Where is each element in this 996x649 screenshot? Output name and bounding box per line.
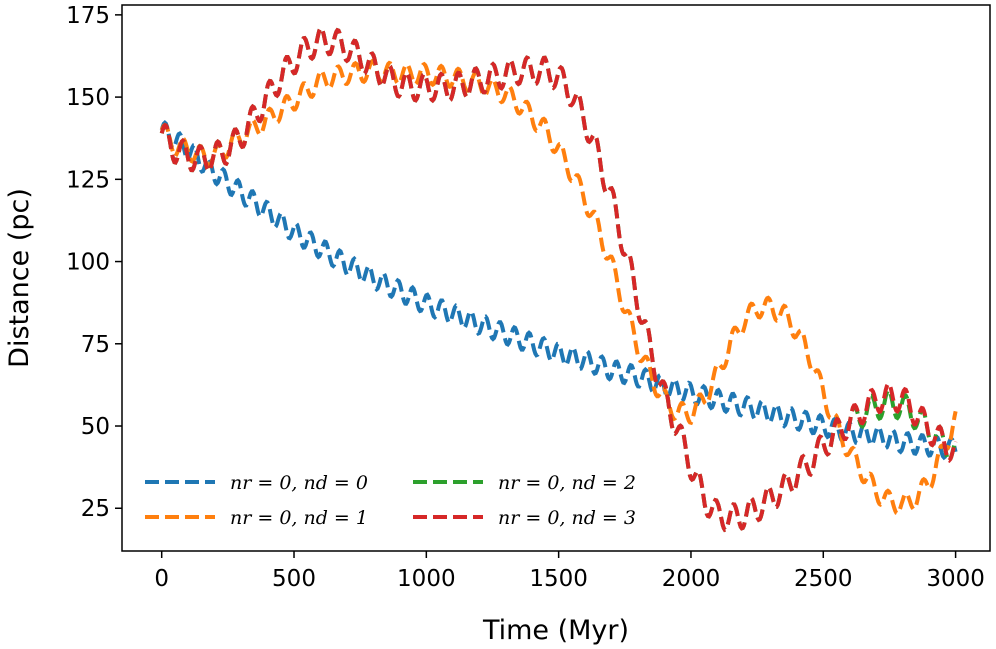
- y-tick-label: 150: [66, 85, 110, 111]
- legend-item-1: nr = 0, nd = 1: [145, 507, 368, 529]
- y-tick-label: 175: [66, 3, 110, 29]
- legend-item-3: nr = 0, nd = 3: [413, 507, 636, 529]
- legend-label: nr = 0, nd = 3: [498, 507, 636, 529]
- x-tick-label: 3000: [926, 566, 985, 592]
- legend-item-2: nr = 0, nd = 2: [413, 472, 636, 494]
- series-line-0: [159, 119, 958, 461]
- series-line-2: [159, 25, 958, 533]
- y-tick-label: 25: [81, 496, 110, 522]
- x-ticks: 0 500 1000 1500 2000 2500 3000: [154, 551, 985, 592]
- y-tick-label: 100: [66, 250, 110, 276]
- y-tick-label: 125: [66, 167, 110, 193]
- legend: nr = 0, nd = 0 nr = 0, nd = 1 nr = 0, nd =…: [145, 472, 636, 529]
- series-line-1: [159, 58, 958, 516]
- series-layer: [159, 25, 958, 533]
- x-tick-label: 2500: [794, 566, 853, 592]
- y-tick-label: 75: [81, 332, 110, 358]
- y-axis-label: Distance (pc): [4, 188, 35, 368]
- x-tick-label: 2000: [662, 566, 721, 592]
- y-ticks: 25 50 75 100 125 150 175: [66, 3, 122, 522]
- legend-label: nr = 0, nd = 1: [230, 507, 368, 529]
- y-tick-label: 50: [81, 414, 110, 440]
- x-tick-label: 1000: [397, 566, 456, 592]
- x-axis-label: Time (Myr): [482, 615, 629, 646]
- legend-label: nr = 0, nd = 0: [230, 472, 368, 494]
- series-line-3: [159, 25, 958, 533]
- legend-item-0: nr = 0, nd = 0: [145, 472, 368, 494]
- legend-label: nr = 0, nd = 2: [498, 472, 636, 494]
- x-tick-label: 500: [272, 566, 316, 592]
- x-tick-label: 1500: [529, 566, 588, 592]
- plot-frame: [121, 4, 991, 552]
- x-tick-label: 0: [154, 566, 169, 592]
